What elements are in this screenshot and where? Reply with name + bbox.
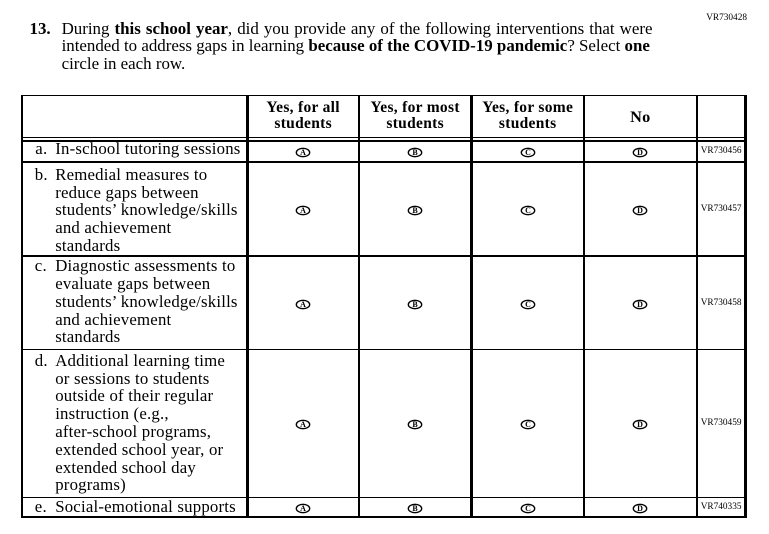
svg-text:C: C	[525, 505, 531, 514]
svg-text:C: C	[525, 206, 531, 215]
svg-text:D: D	[638, 505, 644, 514]
svg-text:C: C	[525, 420, 531, 429]
svg-text:B: B	[413, 300, 419, 309]
svg-text:B: B	[413, 505, 419, 514]
svg-text:C: C	[525, 300, 531, 309]
svg-text:C: C	[525, 148, 531, 157]
svg-text:B: B	[413, 148, 419, 157]
svg-text:B: B	[413, 420, 419, 429]
svg-text:B: B	[413, 206, 419, 215]
svg-text:D: D	[638, 148, 644, 157]
svg-text:A: A	[300, 148, 306, 157]
svg-text:D: D	[638, 300, 644, 309]
svg-text:D: D	[638, 420, 644, 429]
svg-text:D: D	[638, 206, 644, 215]
svg-text:A: A	[300, 206, 306, 215]
svg-text:A: A	[300, 505, 306, 514]
svg-text:A: A	[300, 300, 306, 309]
svg-text:A: A	[300, 420, 306, 429]
